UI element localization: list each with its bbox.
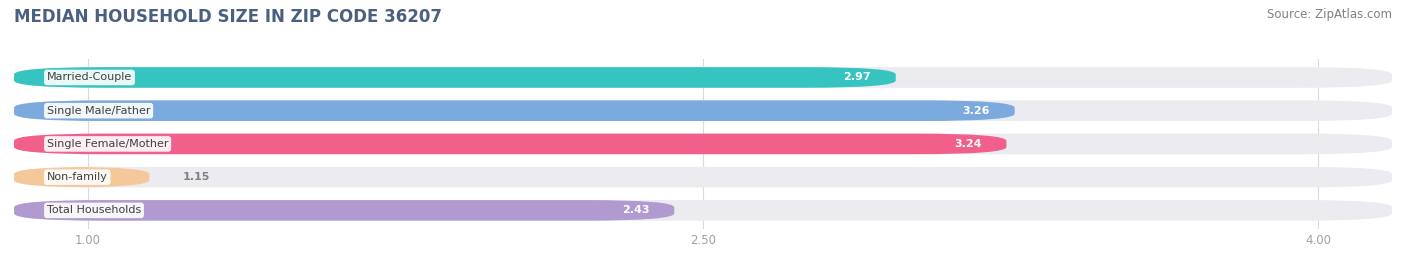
Text: Single Female/Mother: Single Female/Mother — [46, 139, 169, 149]
Text: Single Male/Father: Single Male/Father — [46, 106, 150, 116]
Text: Total Households: Total Households — [46, 205, 141, 215]
FancyBboxPatch shape — [14, 100, 1392, 121]
FancyBboxPatch shape — [14, 100, 1015, 121]
Text: 2.97: 2.97 — [844, 72, 872, 83]
FancyBboxPatch shape — [14, 134, 1007, 154]
Text: MEDIAN HOUSEHOLD SIZE IN ZIP CODE 36207: MEDIAN HOUSEHOLD SIZE IN ZIP CODE 36207 — [14, 8, 441, 26]
Text: Non-family: Non-family — [46, 172, 108, 182]
FancyBboxPatch shape — [14, 200, 1392, 221]
FancyBboxPatch shape — [14, 167, 149, 187]
Text: 3.26: 3.26 — [963, 106, 990, 116]
Text: 1.15: 1.15 — [183, 172, 209, 182]
FancyBboxPatch shape — [14, 67, 1392, 88]
Text: 3.24: 3.24 — [955, 139, 981, 149]
FancyBboxPatch shape — [14, 134, 1392, 154]
Text: Married-Couple: Married-Couple — [46, 72, 132, 83]
FancyBboxPatch shape — [14, 200, 675, 221]
Text: 2.43: 2.43 — [623, 205, 650, 215]
FancyBboxPatch shape — [14, 67, 896, 88]
Text: Source: ZipAtlas.com: Source: ZipAtlas.com — [1267, 8, 1392, 21]
FancyBboxPatch shape — [14, 167, 1392, 187]
